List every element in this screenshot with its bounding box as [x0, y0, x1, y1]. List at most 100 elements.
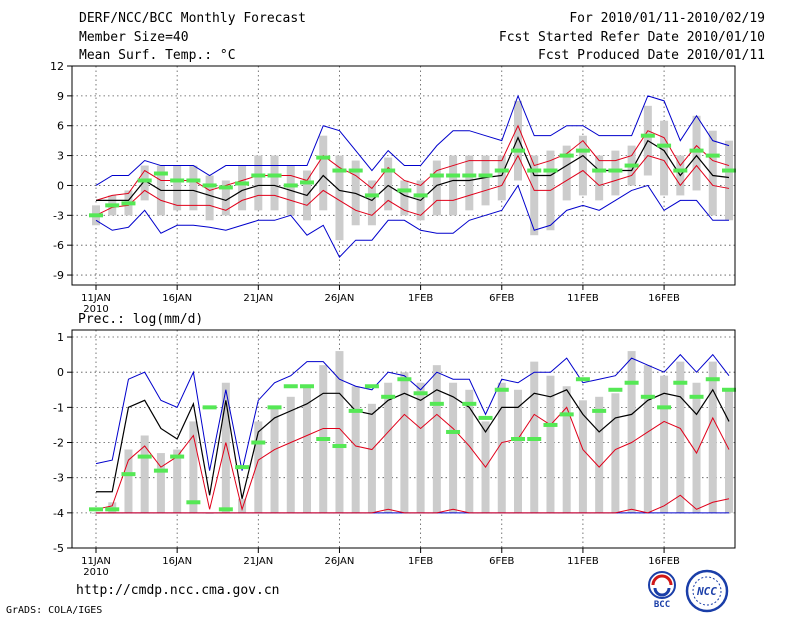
median-mark: [348, 168, 363, 173]
spread-bar: [351, 386, 360, 513]
median-mark: [624, 163, 639, 168]
spread-bar: [660, 375, 669, 513]
y-tick-label: -3: [53, 472, 64, 485]
year-label: 2010: [83, 304, 108, 315]
median-mark: [608, 168, 623, 173]
median-mark: [446, 173, 461, 178]
series-lower-band: [96, 494, 730, 514]
median-mark: [413, 391, 428, 396]
source-url[interactable]: http://cmdp.ncc.cma.gov.cn: [76, 583, 280, 598]
series-ensemble-mean: [96, 388, 730, 499]
spread-bar: [400, 180, 409, 216]
median-mark: [251, 440, 266, 445]
median-mark: [202, 183, 217, 188]
y-tick-label: 9: [57, 90, 64, 103]
median-mark: [494, 168, 509, 173]
spread-bar: [465, 155, 474, 211]
y-tick-label: -4: [53, 507, 64, 520]
x-tick-label: 6FEB: [489, 556, 514, 567]
spread-bar: [449, 382, 458, 513]
median-mark: [348, 408, 363, 413]
median-mark: [397, 188, 412, 193]
x-tick-label: 21JAN: [243, 556, 273, 567]
spread-bar: [189, 165, 198, 211]
spread-bar: [124, 449, 133, 513]
spread-bar: [514, 389, 522, 513]
spread-bar: [595, 155, 604, 201]
spread-bar: [546, 375, 555, 513]
spread-bar: [254, 155, 263, 211]
spread-bar: [384, 157, 393, 211]
spread-bar: [367, 403, 376, 513]
spread-bar: [221, 382, 230, 513]
spread-bar: [189, 421, 198, 513]
y-tick-label: -2: [53, 437, 64, 450]
median-mark: [511, 148, 525, 153]
y-tick-label: -3: [53, 209, 64, 222]
spread-bar: [416, 382, 425, 513]
median-mark: [429, 401, 444, 406]
median-mark: [478, 415, 493, 420]
spread-bar: [205, 175, 214, 221]
panel-title: Prec.: log(mm/d): [78, 312, 203, 327]
spread-bar: [497, 155, 506, 201]
median-mark: [202, 405, 217, 410]
median-mark: [300, 384, 314, 389]
median-mark: [640, 394, 655, 399]
x-tick-label: 11JAN: [81, 556, 111, 567]
median-mark: [446, 429, 461, 434]
median-mark: [105, 507, 120, 512]
median-mark: [153, 468, 168, 473]
spread-bar: [660, 120, 669, 196]
ncc-logo: NCC: [685, 569, 729, 613]
spread-bar: [173, 449, 182, 513]
y-tick-label: -6: [53, 239, 64, 252]
median-mark: [705, 153, 720, 158]
median-mark: [657, 405, 672, 410]
median-mark: [722, 387, 736, 392]
median-mark: [575, 377, 590, 382]
spread-bar: [270, 407, 279, 513]
panel-precipitation: -5 -4 -3 -2 -1 0 1 11JAN 16JAN 21JAN 26JAN 1FEB 6FEB…: [53, 312, 736, 578]
spread-bar: [595, 396, 604, 513]
spread-bar: [530, 155, 539, 236]
spread-bar: [465, 389, 474, 513]
median-mark: [673, 380, 688, 385]
bcc-logo: BCC: [648, 571, 676, 610]
spread-bar: [270, 155, 279, 211]
median-mark: [283, 384, 298, 389]
median-mark: [543, 168, 558, 173]
spread-bar: [611, 150, 620, 196]
median-mark: [267, 173, 282, 178]
median-mark: [689, 148, 704, 153]
median-mark: [235, 465, 250, 470]
median-mark: [251, 173, 266, 178]
y-tick-label: 1: [57, 331, 64, 344]
bcc-logo-text: BCC: [654, 600, 670, 610]
spread-bar: [708, 130, 717, 216]
median-mark: [657, 143, 672, 148]
spread-bar: [303, 386, 311, 513]
spread-bar: [514, 100, 522, 181]
median-mark: [494, 387, 509, 392]
y-tick-label: 0: [57, 366, 64, 379]
spread-bar: [140, 435, 149, 513]
y-tick-label: 0: [57, 179, 64, 192]
spread-bar: [173, 165, 182, 211]
series-ensemble-mean: [96, 136, 730, 202]
median-mark: [381, 394, 396, 399]
spread-bar: [254, 421, 263, 513]
median-mark: [559, 412, 574, 417]
spread-bar: [562, 386, 571, 513]
median-mark: [121, 472, 136, 477]
y-tick-label: 3: [57, 150, 64, 163]
median-mark: [121, 201, 136, 206]
spread-bar: [692, 115, 701, 191]
spread-bar: [692, 382, 701, 513]
median-mark: [186, 500, 201, 505]
grads-credit: GrADS: COLA/IGES: [6, 605, 103, 616]
spread-bar: [725, 140, 733, 221]
median-mark: [575, 148, 590, 153]
median-mark: [624, 380, 639, 385]
